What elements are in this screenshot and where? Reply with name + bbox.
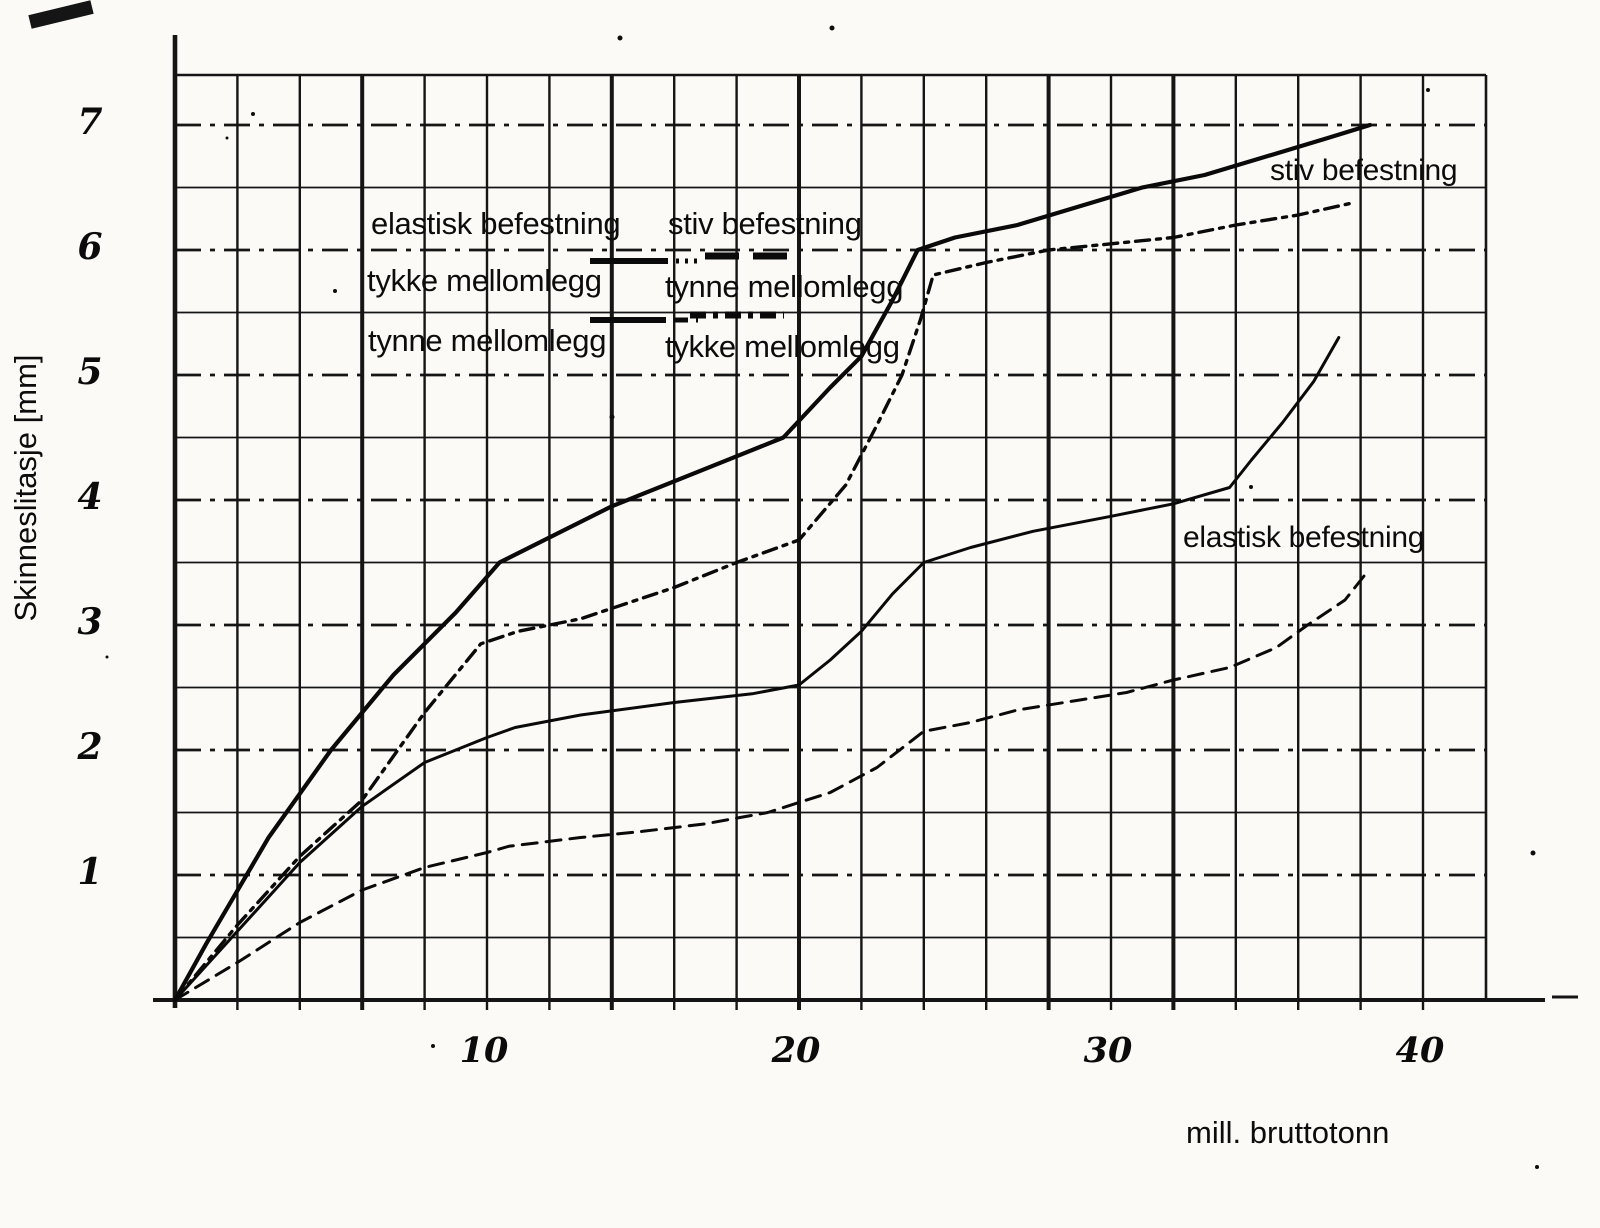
y-tick-label: 4 (77, 476, 103, 518)
y-tick-label: 3 (77, 601, 103, 643)
y-tick-label: 5 (77, 351, 103, 393)
y-tick-label: 6 (77, 226, 103, 268)
legend-line-sample-longdash-icon (705, 252, 793, 260)
legend-header-stiv: stiv befestning (668, 206, 862, 241)
legend-item-elastisk-tynne: tynne mellomlegg (368, 323, 607, 358)
scan-speck (431, 1044, 435, 1048)
scan-speck (105, 655, 109, 659)
scan-speck (251, 112, 255, 116)
legend-line-sample-solid-icon (590, 258, 702, 264)
legend-line-sample-dashdot-icon (690, 311, 784, 319)
legend-item-stiv-tynne: tynne mellomlegg (665, 269, 904, 304)
legend-line-sample-solid2-icon (590, 317, 698, 323)
scan-speck (617, 35, 623, 41)
curve-stiv-tynne (172, 122, 1373, 1003)
curve-elastisk-tynne (173, 336, 1341, 1002)
y-tick-label: 1 (77, 851, 103, 893)
curve-elastisk-tykke (173, 571, 1369, 1002)
scan-speck (609, 414, 615, 420)
scan-speck (225, 136, 229, 140)
y-tick-label: 7 (77, 101, 103, 143)
scan-speck (1249, 485, 1253, 489)
curve-label-stiv-befestning: stiv befestning (1270, 154, 1458, 187)
curve-stiv-tykke (173, 200, 1357, 1002)
scan-speck (829, 25, 835, 31)
x-axis-title: mill. bruttotonn (1186, 1115, 1390, 1150)
scan-speck (333, 289, 337, 293)
scan-speck (1530, 850, 1536, 856)
x-tick-label: 40 (1395, 1030, 1445, 1071)
x-tick-label: 30 (1083, 1030, 1133, 1071)
legend-header-elastisk: elastisk befestning (371, 206, 621, 241)
x-tick-label: 10 (459, 1030, 509, 1071)
legend-item-stiv-tykke: tykke mellomlegg (665, 329, 900, 364)
legend-item-elastisk-tykke: tykke mellomlegg (367, 263, 602, 298)
scan-speck (1535, 1165, 1539, 1169)
y-tick-label: 2 (77, 726, 103, 768)
scan-speck (1426, 88, 1430, 92)
curve-label-elastisk-befestning: elastisk befestning (1183, 521, 1425, 554)
scan-edge-artifact (28, 0, 94, 29)
y-axis-title: Skinneslitasje [mm] (8, 354, 43, 622)
x-tick-label: 20 (771, 1030, 821, 1071)
